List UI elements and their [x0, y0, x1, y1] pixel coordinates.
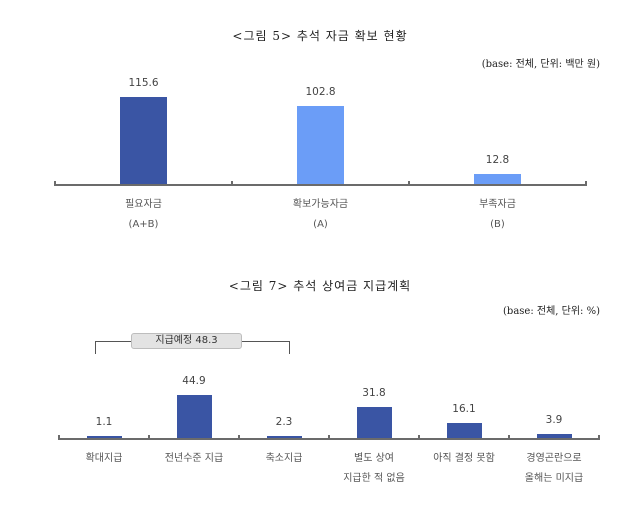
annotation-badge: 지급예정 48.3 — [131, 333, 242, 349]
chart2-unit-note: (base: 전체, 단위: %) — [503, 306, 600, 317]
bar — [176, 394, 212, 438]
category-label: 축소지급 — [265, 453, 303, 464]
bar — [266, 435, 302, 438]
category-label: (B) — [490, 219, 505, 230]
data-label: 3.9 — [545, 414, 563, 427]
bar — [297, 106, 344, 184]
x-axis-tick — [238, 435, 240, 440]
x-axis-tick — [418, 435, 420, 440]
category-label: 올해는 미지급 — [524, 473, 584, 484]
bar — [446, 422, 482, 438]
bar — [474, 174, 521, 184]
x-axis-tick — [148, 435, 150, 440]
chart2-title: <그림 7> 추석 상여금 지급계획 — [228, 279, 412, 293]
category-label: (A) — [313, 219, 328, 230]
bar — [356, 407, 392, 438]
x-axis-tick — [58, 435, 60, 440]
data-label: 16.1 — [452, 402, 476, 415]
x-axis-tick — [54, 181, 56, 186]
bar — [86, 436, 122, 438]
chart1-unit-note: (base: 전체, 단위: 백만 원) — [481, 59, 600, 70]
x-axis-tick — [585, 181, 587, 186]
data-label: 31.8 — [362, 387, 386, 400]
data-label: 1.1 — [95, 416, 113, 428]
category-label: 전년수준 지급 — [164, 453, 224, 464]
chart1-title: <그림 5> 추석 자금 확보 현황 — [232, 29, 408, 43]
data-label: 2.3 — [275, 415, 293, 428]
x-axis — [55, 184, 586, 186]
data-label: 115.6 — [128, 76, 159, 89]
x-axis-tick — [598, 435, 600, 440]
category-label: 아직 결정 못함 — [433, 453, 495, 464]
category-label: 확보가능자금 — [292, 199, 349, 210]
bar — [120, 96, 167, 184]
category-label: 부족자금 — [479, 199, 516, 210]
data-label: 44.9 — [182, 374, 206, 387]
category-label: 경영곤란으로 — [526, 453, 582, 464]
x-axis-tick — [508, 435, 510, 440]
category-label: (A+B) — [128, 219, 159, 230]
x-axis-tick — [231, 181, 233, 186]
data-label: 12.8 — [485, 154, 510, 167]
category-label: 별도 상여 — [354, 453, 394, 464]
data-label: 102.8 — [305, 86, 336, 99]
bar — [536, 434, 572, 438]
category-label: 지급한 적 없음 — [343, 473, 405, 484]
category-label: 확대지급 — [85, 453, 123, 464]
x-axis-tick — [408, 181, 410, 186]
x-axis-tick — [328, 435, 330, 440]
category-label: 필요자금 — [125, 199, 162, 210]
